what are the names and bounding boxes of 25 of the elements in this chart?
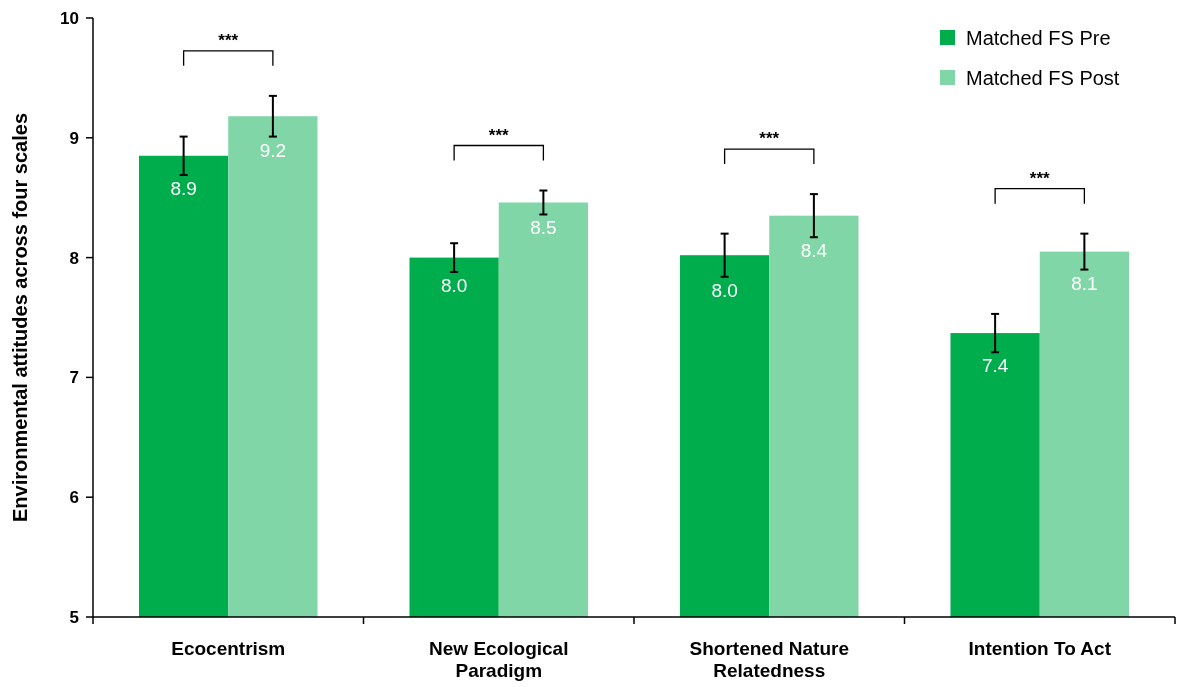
data-label: 8.4 — [800, 240, 828, 262]
x-tick-label: New Ecological Paradigm — [429, 638, 569, 681]
data-label: 9.2 — [259, 139, 287, 161]
y-tick-label: 8 — [69, 248, 79, 268]
legend-label: Matched FS Pre — [966, 27, 1111, 49]
x-tick-label: Shortened Nature Relatedness — [689, 638, 849, 681]
y-tick-label: 9 — [69, 128, 79, 148]
data-label: 8.0 — [711, 279, 738, 301]
y-axis-title: Environmental attitudes across four scales — [9, 112, 31, 523]
annotation: *** — [218, 30, 239, 50]
data-label: 8.9 — [170, 177, 197, 199]
x-tick-label: Ecocentrism — [171, 638, 286, 659]
annotation: *** — [759, 129, 780, 149]
annotation: *** — [1029, 168, 1051, 188]
y-tick-label: 6 — [69, 488, 79, 508]
y-tick-label: 10 — [60, 8, 79, 28]
annotation: *** — [488, 125, 510, 145]
y-tick-label: 7 — [69, 368, 79, 388]
legend-label: Matched FS Post — [966, 67, 1120, 89]
data-label: 8.1 — [1071, 272, 1098, 294]
y-tick-label: 5 — [69, 607, 79, 627]
data-label: 8.0 — [440, 274, 468, 296]
data-label: 8.5 — [530, 217, 557, 239]
data-label: 7.4 — [981, 355, 1009, 377]
x-tick-label: Intention To Act — [968, 638, 1112, 659]
